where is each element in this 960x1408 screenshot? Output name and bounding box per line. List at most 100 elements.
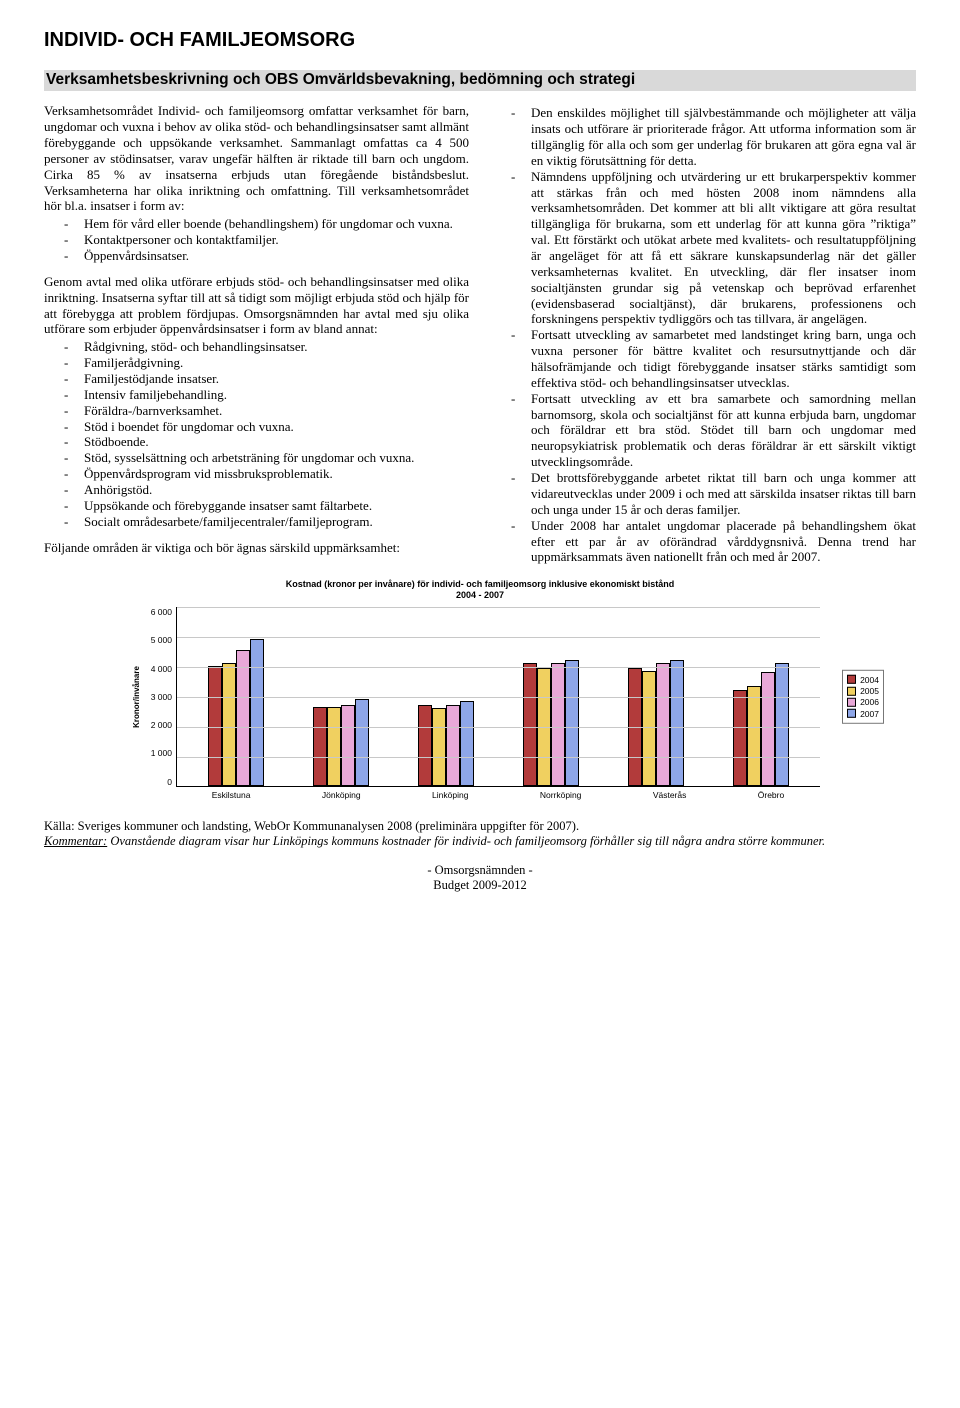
gridline bbox=[177, 697, 820, 698]
left-p3: Följande områden är viktiga och bör ägna… bbox=[44, 540, 469, 556]
list-item: Stödboende. bbox=[64, 434, 469, 450]
bar bbox=[523, 663, 537, 786]
bar bbox=[208, 666, 222, 786]
xtick-label: Norrköping bbox=[540, 790, 582, 800]
legend-swatch bbox=[847, 698, 856, 707]
left-list2: Rådgivning, stöd- och behandlingsinsatse… bbox=[44, 339, 469, 529]
bar bbox=[327, 707, 341, 787]
xtick-label: Örebro bbox=[758, 790, 784, 800]
bar bbox=[775, 663, 789, 786]
legend-item: 2007 bbox=[847, 709, 879, 719]
chart-title: Kostnad (kronor per invånare) för indivi… bbox=[286, 579, 675, 601]
bar-group bbox=[418, 701, 474, 787]
page-footer: - Omsorgsnämnden - Budget 2009-2012 bbox=[44, 863, 916, 894]
page-footer-line1: - Omsorgsnämnden - bbox=[44, 863, 916, 878]
list-item: Nämndens uppföljning och utvärdering ur … bbox=[511, 169, 916, 328]
ytick-label: 1 000 bbox=[151, 748, 172, 758]
chart-yaxis-label: Kronor/invånare bbox=[132, 666, 142, 728]
list-item: Föräldra-/barnverksamhet. bbox=[64, 403, 469, 419]
chart-area: Kronor/invånare 6 0005 0004 0003 0002 00… bbox=[140, 607, 820, 787]
list-item: Socialt områdesarbete/familjecentraler/f… bbox=[64, 514, 469, 530]
legend-swatch bbox=[847, 686, 856, 695]
chart-container: Kostnad (kronor per invånare) för indivi… bbox=[44, 579, 916, 800]
legend-item: 2004 bbox=[847, 674, 879, 684]
gridline bbox=[177, 727, 820, 728]
list-item: Den enskildes möjlighet till självbestäm… bbox=[511, 105, 916, 168]
list-item: Stöd, sysselsättning och arbetsträning f… bbox=[64, 450, 469, 466]
bar-group bbox=[523, 660, 579, 786]
chart-legend: 2004 20052006 2007 bbox=[842, 669, 884, 723]
xtick-label: Eskilstuna bbox=[212, 790, 251, 800]
list-item: Hem för vård eller boende (behandlingshe… bbox=[64, 216, 469, 232]
list-item: Anhörigstöd. bbox=[64, 482, 469, 498]
right-list: Den enskildes möjlighet till självbestäm… bbox=[491, 105, 916, 565]
bar bbox=[250, 639, 264, 786]
xtick-label: Linköping bbox=[432, 790, 468, 800]
list-item: Uppsökande och förebyggande insatser sam… bbox=[64, 498, 469, 514]
list-item: Fortsatt utveckling av ett bra samarbete… bbox=[511, 391, 916, 470]
list-item: Stöd i boendet för ungdomar och vuxna. bbox=[64, 419, 469, 435]
two-column-body: Verksamhetsområdet Individ- och familjeo… bbox=[44, 103, 916, 565]
chart-yaxis: 6 000 5 000 4 000 3 000 2 000 1 000 0 bbox=[140, 607, 172, 787]
bar bbox=[460, 701, 474, 787]
ytick-label: 6 000 bbox=[151, 607, 172, 617]
footer-comment-label: Kommentar: bbox=[44, 834, 107, 848]
ytick-label: 3 000 bbox=[151, 692, 172, 702]
left-p1: Verksamhetsområdet Individ- och familjeo… bbox=[44, 103, 469, 214]
footer-notes: Källa: Sveriges kommuner och landsting, … bbox=[44, 819, 916, 850]
list-item: Intensiv familjebehandling. bbox=[64, 387, 469, 403]
footer-comment-text: Ovanstående diagram visar hur Linköpings… bbox=[107, 834, 825, 848]
bar bbox=[551, 663, 565, 786]
legend-swatch bbox=[847, 709, 856, 718]
list-item: Familjerådgivning. bbox=[64, 355, 469, 371]
ytick-label: 5 000 bbox=[151, 635, 172, 645]
page-main-title: INDIVID- OCH FAMILJEOMSORG bbox=[44, 28, 916, 52]
bar bbox=[747, 686, 761, 787]
bar bbox=[341, 705, 355, 786]
gridline bbox=[177, 667, 820, 668]
gridline bbox=[177, 757, 820, 758]
bar bbox=[355, 699, 369, 786]
bar bbox=[418, 705, 432, 786]
page-footer-line2: Budget 2009-2012 bbox=[44, 878, 916, 893]
bar-group bbox=[208, 639, 264, 786]
gridline bbox=[177, 637, 820, 638]
left-list1: Hem för vård eller boende (behandlingshe… bbox=[44, 216, 469, 264]
list-item: Öppenvårdsprogram vid missbruksproblemat… bbox=[64, 466, 469, 482]
list-item: Kontaktpersoner och kontaktfamiljer. bbox=[64, 232, 469, 248]
left-p2: Genom avtal med olika utförare erbjuds s… bbox=[44, 274, 469, 337]
bar-group bbox=[628, 660, 684, 786]
legend-item: 2005 bbox=[847, 686, 879, 696]
bar bbox=[222, 663, 236, 786]
legend-label: 2006 bbox=[860, 697, 879, 707]
list-item: Fortsatt utveckling av samarbetet med la… bbox=[511, 327, 916, 390]
bar bbox=[565, 660, 579, 786]
ytick-label: 0 bbox=[167, 777, 172, 787]
right-column: Den enskildes möjlighet till självbestäm… bbox=[491, 103, 916, 565]
left-column: Verksamhetsområdet Individ- och familjeo… bbox=[44, 103, 469, 565]
bar bbox=[236, 650, 250, 787]
xtick-label: Västerås bbox=[653, 790, 687, 800]
ytick-label: 4 000 bbox=[151, 664, 172, 674]
legend-label: 2005 bbox=[860, 686, 879, 696]
list-item: Under 2008 har antalet ungdomar placerad… bbox=[511, 518, 916, 566]
bar bbox=[446, 705, 460, 786]
bar bbox=[670, 660, 684, 786]
list-item: Rådgivning, stöd- och behandlingsinsatse… bbox=[64, 339, 469, 355]
bar-group bbox=[313, 699, 369, 786]
bar-group bbox=[733, 663, 789, 786]
bar bbox=[313, 707, 327, 787]
bar bbox=[432, 708, 446, 786]
bar bbox=[642, 671, 656, 787]
legend-item: 2006 bbox=[847, 697, 879, 707]
list-item: Familjestödjande insatser. bbox=[64, 371, 469, 387]
bar bbox=[656, 663, 670, 786]
section-heading-bar: Verksamhetsbeskrivning och OBS Omvärldsb… bbox=[44, 70, 916, 91]
list-item: Det brottsförebyggande arbetet riktat ti… bbox=[511, 470, 916, 518]
legend-swatch bbox=[847, 675, 856, 684]
bar bbox=[761, 672, 775, 786]
gridline bbox=[177, 607, 820, 608]
ytick-label: 2 000 bbox=[151, 720, 172, 730]
chart-plot: 2004200520062007 bbox=[176, 607, 820, 787]
legend-label: 2007 bbox=[860, 709, 879, 719]
